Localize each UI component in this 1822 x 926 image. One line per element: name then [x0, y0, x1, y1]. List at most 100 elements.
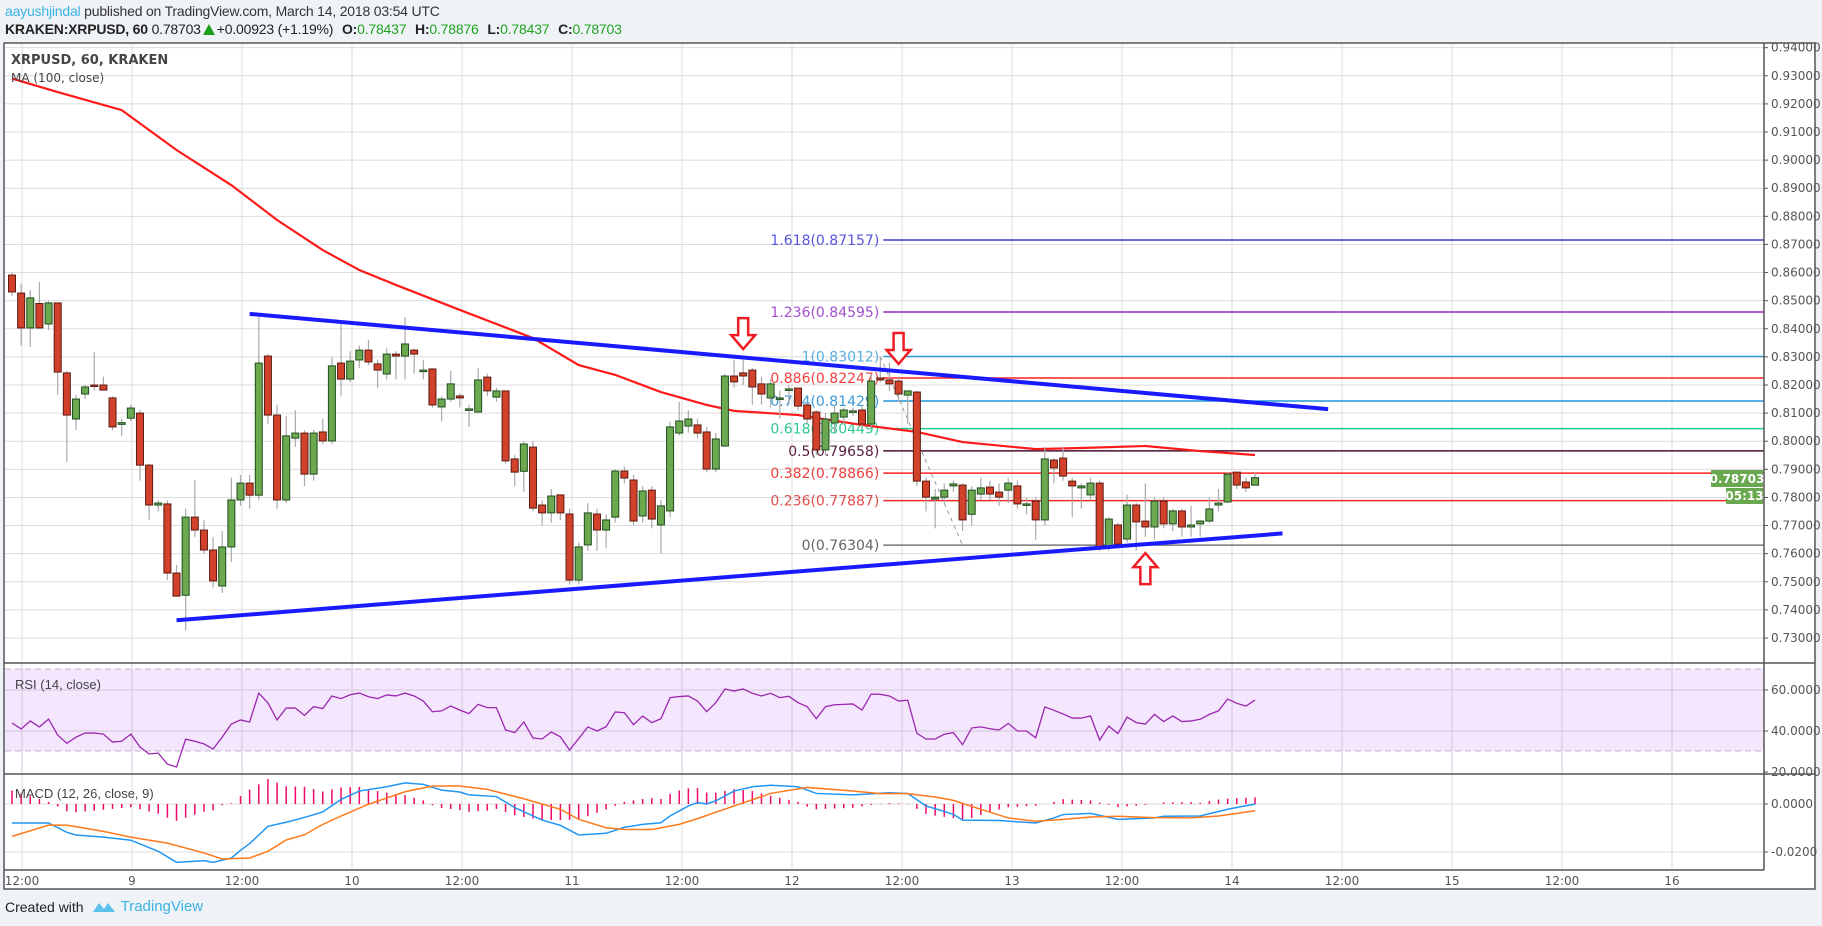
candle-body-up: [126, 407, 135, 419]
candle-body-up: [976, 487, 985, 495]
candle: [218, 531, 227, 594]
candle: [583, 503, 592, 551]
open-value: 0.78437: [357, 21, 407, 37]
candle: [821, 413, 830, 456]
candle: [1068, 477, 1077, 518]
candle-body-down: [912, 391, 921, 482]
candle-body-up: [26, 297, 35, 329]
candle-body-down: [199, 529, 208, 551]
author-link[interactable]: aayushjindal: [5, 3, 81, 19]
candle: [967, 486, 976, 526]
candle-body-up: [940, 489, 949, 498]
candle: [99, 376, 108, 391]
price-tick-label: 0.76000: [1771, 547, 1821, 561]
last-price: 0.78703: [151, 21, 201, 37]
candle: [327, 356, 336, 445]
candle-body-up: [1223, 473, 1232, 503]
candle-body-up: [437, 398, 446, 408]
candle: [1077, 483, 1086, 509]
candle: [318, 418, 327, 445]
candle-body-up: [1086, 482, 1095, 496]
candle-body-up: [602, 519, 611, 531]
time-tick-label: 12:00: [1545, 874, 1580, 888]
time-tick-label: 12:00: [5, 874, 40, 888]
candle: [693, 418, 702, 439]
time-tick-label: 15: [1444, 874, 1459, 888]
tradingview-link[interactable]: TradingView: [92, 898, 203, 915]
macd-signal-line: [11, 785, 1256, 860]
candle-body-up: [903, 390, 912, 396]
arrow-down-icon: [883, 331, 914, 366]
time-tick-label: 12:00: [1325, 874, 1360, 888]
price-tick-label: 0.79000: [1771, 462, 1821, 476]
candle: [53, 302, 62, 395]
candle-body-down: [1177, 510, 1186, 528]
candle: [90, 352, 99, 391]
price-tick-label: 0.89000: [1771, 181, 1821, 195]
candle: [794, 387, 803, 411]
candle: [922, 477, 930, 512]
price-tag: 0.78703 05:13: [1710, 470, 1764, 504]
candle: [300, 429, 309, 487]
candle-body-down: [190, 516, 199, 531]
candle-body-down: [528, 446, 537, 509]
macd-pane[interactable]: [11, 779, 1256, 864]
candle: [784, 385, 793, 405]
candle: [1040, 446, 1049, 526]
price-tick-label: 0.88000: [1771, 209, 1821, 223]
candle: [1095, 480, 1104, 551]
candle-body-up: [355, 349, 364, 361]
candle-body-down: [108, 397, 117, 428]
candle: [620, 466, 629, 484]
ma-100-line: [11, 77, 1256, 457]
candle: [611, 469, 620, 523]
candle-body-up: [44, 302, 53, 325]
candle-body-down: [1068, 480, 1077, 487]
candle-body-up: [1168, 510, 1177, 525]
candle-body-up: [547, 495, 556, 514]
candle: [730, 359, 739, 388]
candle-body-down: [318, 431, 327, 442]
candle-body-up: [1251, 477, 1260, 486]
price-tick-label: 0.92000: [1771, 97, 1821, 111]
candle: [190, 480, 199, 537]
candle-body-down: [1141, 520, 1150, 528]
price-tick-label: 0.73000: [1771, 631, 1821, 645]
time-tick-label: 14: [1224, 874, 1239, 888]
candle: [839, 407, 848, 425]
candle: [391, 351, 400, 380]
candle: [455, 393, 464, 408]
candle: [17, 283, 26, 346]
candle: [1132, 503, 1141, 551]
price-tick-label: 0.91000: [1771, 125, 1821, 139]
candle-body-up: [117, 422, 126, 425]
candle: [501, 390, 510, 464]
candle-body-down: [163, 503, 172, 574]
candle: [538, 500, 547, 526]
candle-body-down: [556, 494, 565, 514]
price-pane[interactable]: 1.618(0.87157) 1.236(0.84595) 1(0.83012) 0.…: [8, 77, 1765, 631]
candle-body-up: [446, 383, 455, 400]
candle: [44, 300, 53, 331]
candle-body-up: [949, 483, 958, 487]
axes[interactable]: 12:00 9 12:00 10 12:00 11 12:00 12 12:00 13 12:00 1…: [5, 41, 1821, 888]
candle: [1223, 472, 1232, 504]
candle-body-down: [739, 372, 748, 377]
candle: [227, 477, 236, 563]
candle-body-down: [373, 363, 382, 371]
countdown-text: 05:13: [1725, 489, 1763, 503]
symbol-quote-bar: KRAKEN:XRPUSD, 60 0.78703 +0.00923 (+1.19…: [5, 21, 622, 37]
candle: [309, 429, 318, 481]
rsi-pane[interactable]: [11, 688, 1256, 768]
candle: [1214, 489, 1223, 512]
candle: [1013, 480, 1022, 509]
candle: [1168, 508, 1177, 532]
candle: [592, 508, 601, 551]
candle: [803, 401, 812, 425]
candle: [263, 354, 272, 425]
time-tick-label: 12: [784, 874, 799, 888]
candle: [1150, 497, 1159, 540]
candle-body-down: [135, 412, 144, 466]
candle-body-up: [675, 420, 684, 434]
